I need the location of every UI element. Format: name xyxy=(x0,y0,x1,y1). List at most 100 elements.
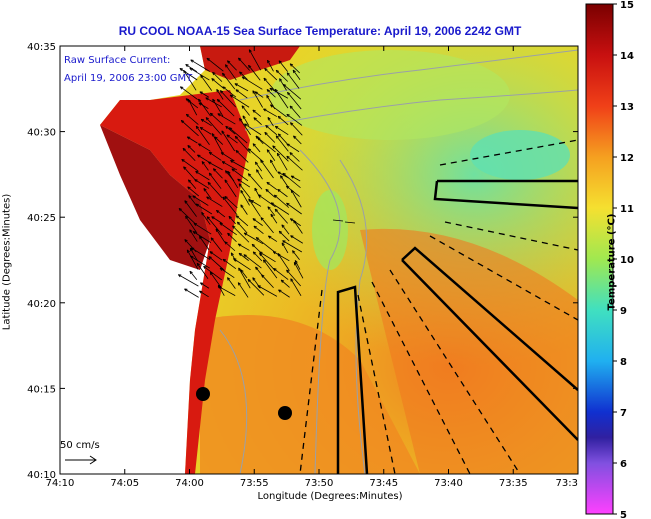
current-vector xyxy=(277,189,288,198)
y-tick-label: 40:10 xyxy=(27,470,56,481)
current-vector xyxy=(193,223,212,235)
current-vector xyxy=(214,136,224,145)
current-vector xyxy=(195,203,213,215)
current-vector xyxy=(227,277,236,289)
current-vector xyxy=(206,216,223,236)
y-tick-label: 40:25 xyxy=(27,213,56,224)
current-vector xyxy=(212,71,223,82)
current-vector xyxy=(237,178,251,188)
current-vector xyxy=(239,118,252,136)
x-tick-label: 74:10 xyxy=(46,478,75,489)
current-vector xyxy=(227,60,237,71)
current-vector xyxy=(260,159,274,179)
current-vector xyxy=(219,222,237,236)
current-vectors xyxy=(178,49,356,298)
current-vector xyxy=(234,135,251,154)
current-vector xyxy=(186,113,199,125)
current-vector xyxy=(200,74,213,91)
current-vector xyxy=(221,130,236,152)
current-vector xyxy=(278,133,288,144)
current-vector xyxy=(205,97,222,108)
current-vector xyxy=(293,220,303,234)
current-vector xyxy=(286,202,302,215)
current-vector xyxy=(286,155,303,171)
current-vector xyxy=(216,210,226,218)
y-axis: 40:35 40:30 40:25 40:20 40:15 40:10 xyxy=(27,42,578,481)
current-vector xyxy=(231,168,249,182)
current-vector xyxy=(275,69,289,82)
current-vector xyxy=(280,279,290,288)
current-vector xyxy=(263,77,276,91)
current-vector xyxy=(201,161,209,171)
current-vector xyxy=(209,271,223,289)
current-vector xyxy=(265,125,278,136)
current-vector xyxy=(226,134,238,144)
current-vector xyxy=(282,240,303,253)
current-vector xyxy=(290,189,302,208)
current-vector xyxy=(188,179,197,189)
current-vector xyxy=(187,136,198,144)
current-vector xyxy=(332,219,344,222)
current-vector xyxy=(198,143,211,152)
current-vector xyxy=(200,282,210,289)
current-vector xyxy=(267,206,276,216)
current-vector xyxy=(179,68,198,81)
current-vector xyxy=(217,285,236,296)
colorbar-label: Temperature (°C) xyxy=(606,213,618,311)
current-vector xyxy=(238,267,251,289)
current-vector xyxy=(224,196,238,209)
current-vector xyxy=(220,90,237,108)
current-vector xyxy=(252,251,263,262)
current-vector xyxy=(290,278,302,296)
land-mass xyxy=(60,46,210,474)
colorbar-tick-label: 8 xyxy=(620,357,627,368)
current-vector xyxy=(195,170,210,181)
current-vector xyxy=(184,288,199,298)
current-vector xyxy=(215,228,226,243)
current-vector xyxy=(275,135,289,152)
current-vector xyxy=(242,115,250,126)
current-vector xyxy=(281,224,290,235)
current-vector xyxy=(235,215,249,227)
current-vector xyxy=(190,255,210,269)
x-tick-label: 73:3 xyxy=(556,478,578,489)
current-vector xyxy=(260,217,274,234)
current-vector xyxy=(178,208,196,225)
colorbar-tick-label: 12 xyxy=(620,153,634,164)
current-vector xyxy=(208,172,222,189)
current-vector xyxy=(237,282,249,298)
current-vector xyxy=(185,215,198,234)
current-vector xyxy=(264,132,276,143)
current-vector xyxy=(259,251,276,263)
current-vector xyxy=(199,91,209,98)
current-vector xyxy=(267,117,274,127)
current-vector xyxy=(286,143,300,153)
survey-lines xyxy=(299,139,578,474)
bathymetry-contours xyxy=(219,49,578,474)
current-vector xyxy=(263,108,278,117)
x-tick-label: 74:05 xyxy=(110,478,139,489)
current-vector xyxy=(199,236,210,251)
current-vector xyxy=(292,250,300,261)
current-vector xyxy=(248,198,261,217)
current-vector xyxy=(201,212,211,225)
current-vector xyxy=(251,243,262,254)
current-vector xyxy=(280,175,290,189)
current-vector xyxy=(222,196,238,216)
current-vector xyxy=(294,260,301,270)
current-vector xyxy=(266,89,276,98)
current-vector xyxy=(235,150,249,163)
y-tick-label: 40:15 xyxy=(27,384,56,395)
current-vector xyxy=(275,125,289,136)
current-vector xyxy=(191,247,211,261)
current-vector xyxy=(267,60,274,72)
current-vector xyxy=(259,252,276,271)
current-vector xyxy=(257,285,278,297)
current-vector xyxy=(247,279,265,296)
scale-arrow xyxy=(65,455,97,465)
current-vector xyxy=(286,269,301,287)
current-vector xyxy=(194,179,210,189)
marker-dot xyxy=(196,387,210,401)
current-vector xyxy=(227,232,237,243)
current-vector xyxy=(199,290,209,298)
